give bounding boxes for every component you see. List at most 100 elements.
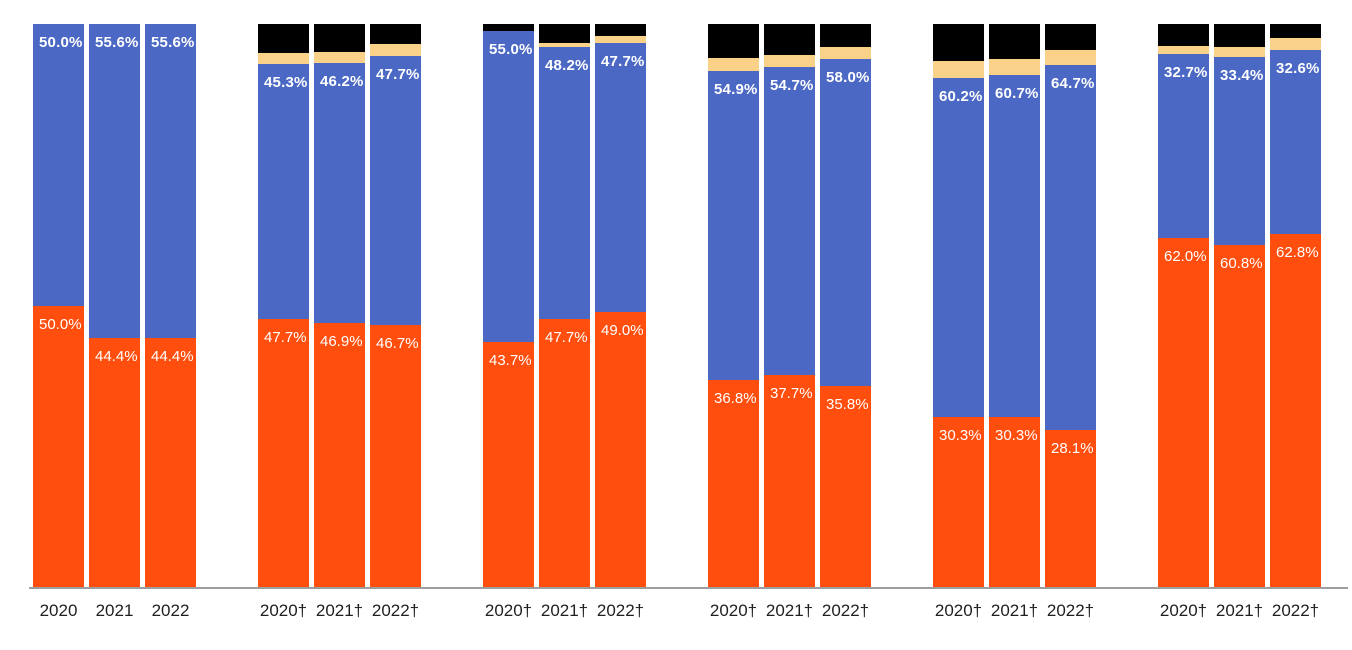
bar-group-5: 60.2% 30.3% 60.7% 30.3% 64.7% 28.1% [933,24,1096,588]
bar-group-1: 50.0% 50.0% 55.6% 44.4% 55.6% 44.4% [33,24,196,588]
x-label-group-5: 2020† 2021† 2022† [933,601,1096,621]
orange-value-label: 62.0% [1164,248,1207,266]
bar-segment-blue: 47.7% [595,42,646,312]
bar-segment-blue: 58.0% [820,58,871,387]
bar-segment-black [258,24,309,54]
bar-segment-black [370,24,421,45]
bar-segment-orange: 46.9% [314,323,365,588]
x-tick-label: 2022† [371,601,420,620]
bar-segment-blue: 60.7% [989,74,1040,418]
orange-value-label: 49.0% [601,321,644,339]
orange-value-label: 62.8% [1276,243,1319,261]
x-label-group-2: 2020† 2021† 2022† [258,601,421,621]
x-tick-label: 2020† [484,601,533,620]
blue-value-label: 55.6% [95,34,139,52]
stacked-bar-2020-dagger: 32.7% 62.0% [1158,24,1209,588]
bar-segment-orange: 62.8% [1270,233,1321,588]
orange-value-label: 60.8% [1220,255,1263,273]
x-tick-label: 2022† [596,601,645,620]
blue-value-label: 55.6% [151,34,195,52]
bar-segment-orange: 43.7% [483,341,534,588]
bar-segment-orange: 47.7% [258,318,309,588]
blue-value-label: 64.7% [1051,74,1095,92]
x-tick-label: 2020 [39,601,78,620]
stacked-bar-2021-dagger: 48.2% 47.7% [539,24,590,588]
orange-value-label: 36.8% [714,390,757,408]
x-label-group-1: 2020 2021 2022 [33,601,196,621]
x-tick-label: 2021† [315,601,364,620]
x-tick-label: 2021† [1215,601,1264,620]
bar-segment-blue: 45.3% [258,63,309,319]
x-label-group-4: 2020† 2021† 2022† [708,601,871,621]
bar-segment-orange: 44.4% [89,337,140,588]
blue-value-label: 45.3% [264,73,308,91]
orange-value-label: 46.7% [376,334,419,352]
bar-segment-yellow [1214,47,1265,57]
x-tick-label: 2021 [95,601,134,620]
bar-segment-blue: 33.4% [1214,56,1265,246]
bar-segment-blue: 48.2% [539,47,590,319]
bar-segment-blue: 64.7% [1045,64,1096,430]
bar-segment-yellow [258,53,309,64]
stacked-bar-2020-dagger: 54.9% 36.8% [708,24,759,588]
blue-value-label: 54.7% [770,76,814,94]
bar-segment-black [708,24,759,59]
stacked-bar-2020: 50.0% 50.0% [33,24,84,588]
stacked-bar-2022-dagger: 64.7% 28.1% [1045,24,1096,588]
blue-value-label: 32.6% [1276,59,1320,77]
bar-group-6: 32.7% 62.0% 33.4% 60.8% 32.6% 62.8% [1158,24,1321,588]
x-tick-label: 2021† [990,601,1039,620]
stacked-bar-2022: 55.6% 44.4% [145,24,196,588]
orange-value-label: 44.4% [151,347,194,365]
bar-segment-yellow [595,36,646,43]
bar-segment-yellow [989,58,1040,75]
blue-value-label: 33.4% [1220,66,1264,84]
bar-segment-black [595,24,646,37]
bar-segment-orange: 60.8% [1214,245,1265,588]
stacked-bar-2020-dagger: 60.2% 30.3% [933,24,984,588]
bar-segment-black [1158,24,1209,47]
x-label-group-3: 2020† 2021† 2022† [483,601,646,621]
orange-value-label: 44.4% [95,347,138,365]
stacked-bar-2021-dagger: 54.7% 37.7% [764,24,815,588]
blue-value-label: 60.2% [939,87,983,105]
blue-value-label: 48.2% [545,57,589,75]
orange-value-label: 47.7% [264,328,307,346]
blue-value-label: 60.7% [995,84,1039,102]
x-axis-tick-labels: 2020 2021 2022 2020† 2021† 2022† 2020† 2021† 202… [33,601,1321,621]
plot-area: 50.0% 50.0% 55.6% 44.4% 55.6% 44.4% 45.3% 47.7%… [33,24,1321,588]
bar-segment-black [764,24,815,56]
blue-value-label: 47.7% [376,65,420,83]
x-tick-label: 2021† [540,601,589,620]
x-tick-label: 2020† [934,601,983,620]
x-tick-label: 2020† [709,601,758,620]
bar-segment-yellow [1270,38,1321,50]
bar-segment-orange: 47.7% [539,318,590,588]
blue-value-label: 54.9% [714,80,758,98]
bar-segment-orange: 44.4% [145,337,196,588]
stacked-bar-2022-dagger: 47.7% 49.0% [595,24,646,588]
x-tick-label: 2021† [765,601,814,620]
bar-segment-black [820,24,871,47]
bar-segment-yellow [933,61,984,78]
x-axis-baseline [29,587,1348,589]
bar-segment-orange: 62.0% [1158,238,1209,588]
orange-value-label: 30.3% [939,427,982,445]
blue-value-label: 47.7% [601,52,645,70]
bar-segment-yellow [314,52,365,63]
stacked-bar-2021-dagger: 33.4% 60.8% [1214,24,1265,588]
blue-value-label: 55.0% [489,41,533,59]
bar-segment-yellow [820,46,871,59]
orange-value-label: 28.1% [1051,439,1094,457]
bar-segment-orange: 35.8% [820,386,871,588]
orange-value-label: 35.8% [826,396,869,414]
stacked-bar-2021: 55.6% 44.4% [89,24,140,588]
x-tick-label: 2020† [259,601,308,620]
blue-value-label: 50.0% [39,34,83,51]
bar-segment-black [989,24,1040,59]
orange-value-label: 50.0% [39,316,82,333]
stacked-bar-2020-dagger: 55.0% 43.7% [483,24,534,588]
bar-segment-orange: 30.3% [933,417,984,588]
bar-segment-black [1214,24,1265,48]
